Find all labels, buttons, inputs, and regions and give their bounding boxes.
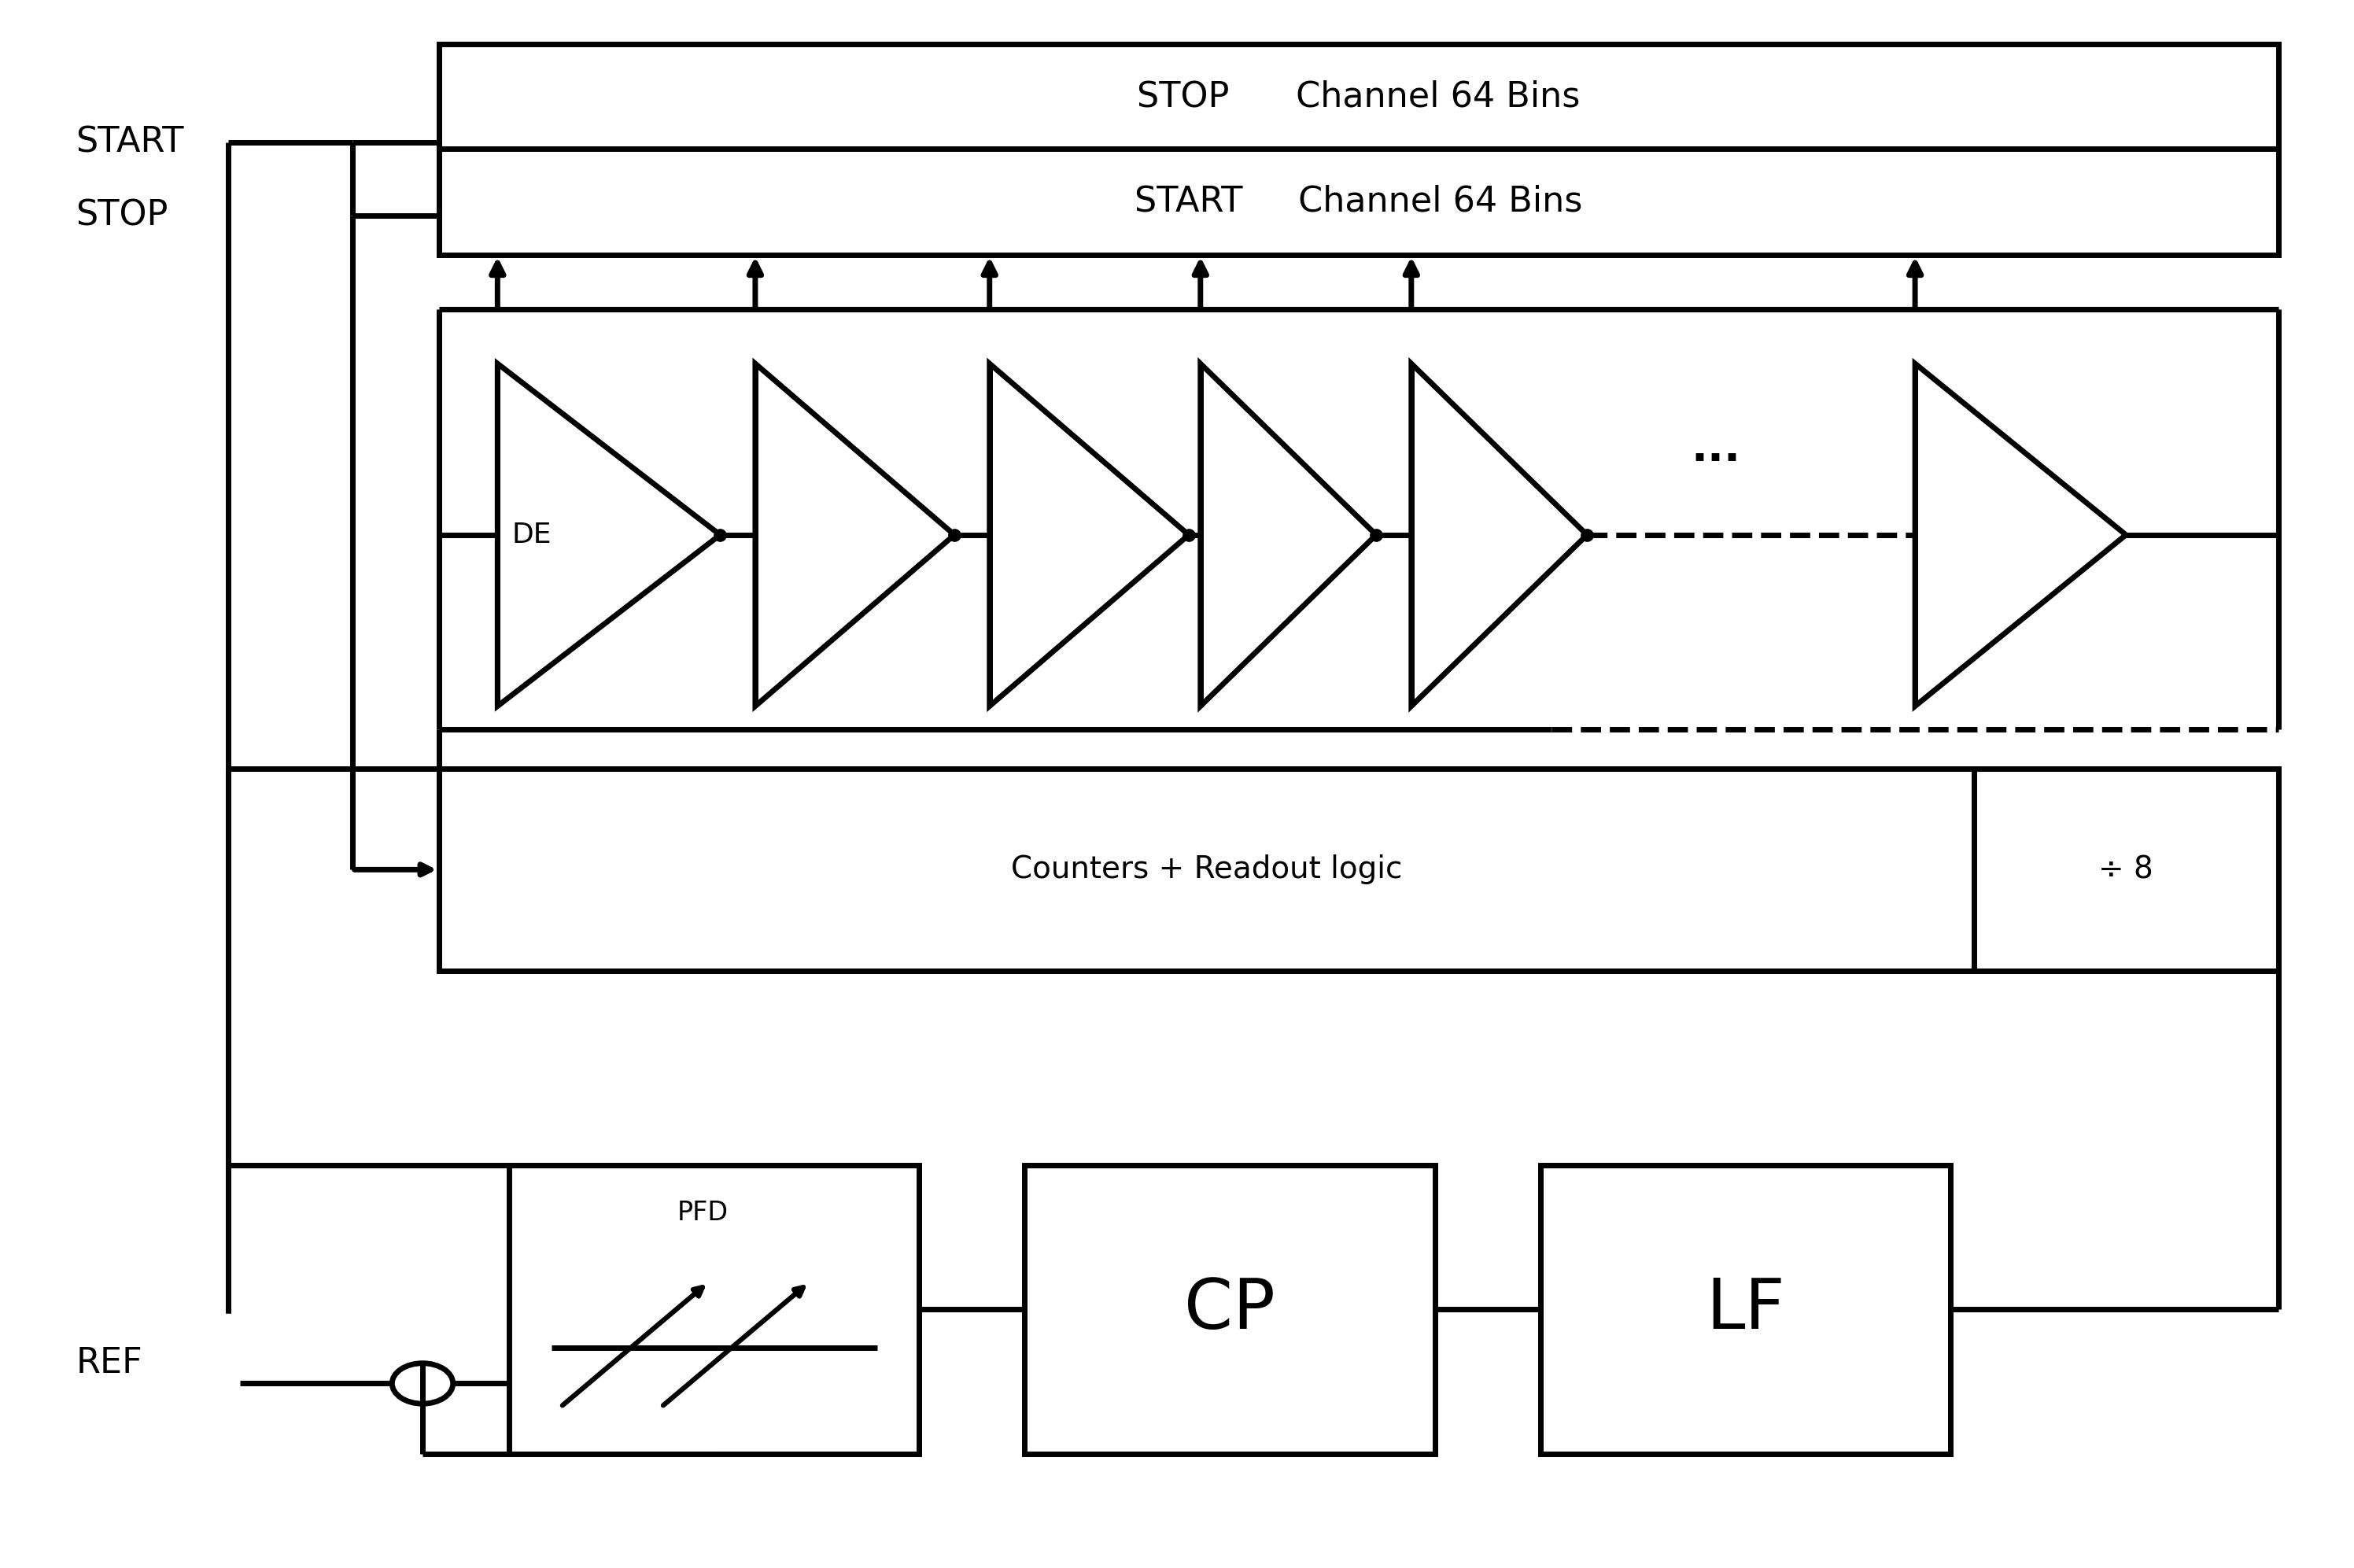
Text: START     Channel 64 Bins: START Channel 64 Bins: [1135, 185, 1582, 218]
Text: CP: CP: [1184, 1275, 1276, 1344]
Text: ...: ...: [1690, 428, 1740, 470]
Bar: [508, 1165, 920, 1454]
Text: DE: DE: [511, 522, 551, 549]
Text: START: START: [75, 125, 184, 160]
Text: PFD: PFD: [678, 1200, 727, 1226]
Bar: [1540, 1165, 1949, 1454]
Text: Counters + Readout logic: Counters + Readout logic: [1010, 855, 1403, 884]
Text: REF: REF: [75, 1347, 144, 1380]
Text: ÷ 8: ÷ 8: [2097, 855, 2154, 884]
Bar: [438, 44, 2279, 254]
Text: LF: LF: [1707, 1275, 1784, 1344]
Text: STOP: STOP: [75, 199, 167, 232]
Bar: [1024, 1165, 1434, 1454]
Text: STOP      Channel 64 Bins: STOP Channel 64 Bins: [1137, 80, 1580, 113]
Bar: [438, 768, 2279, 971]
